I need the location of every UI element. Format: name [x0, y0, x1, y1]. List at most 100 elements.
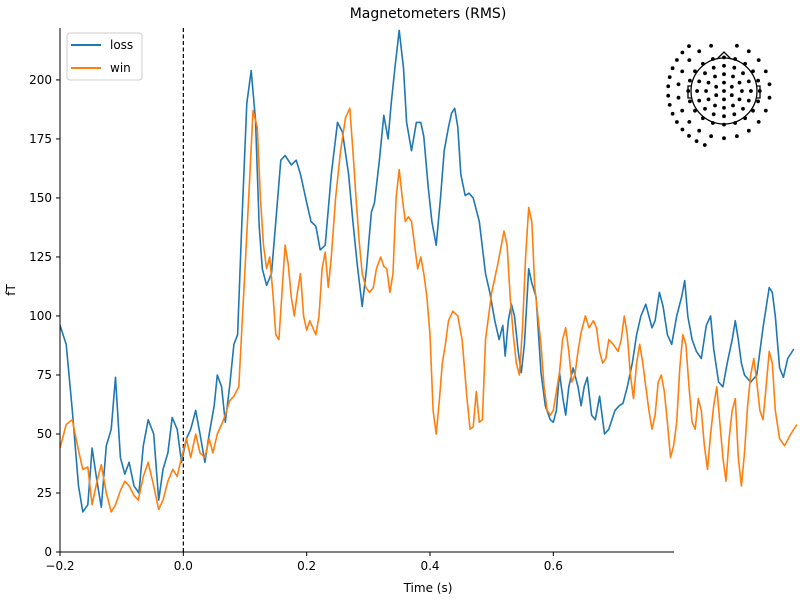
- sensor-dot: [670, 111, 675, 116]
- sensor-dot: [697, 98, 702, 103]
- sensor-dot: [756, 78, 760, 83]
- sensor-dot: [737, 97, 742, 102]
- sensor-dot: [756, 120, 761, 124]
- sensor-dot: [722, 80, 726, 85]
- sensor-dot: [687, 44, 691, 48]
- sensor-dot: [676, 82, 681, 87]
- sensor-dot: [697, 79, 702, 84]
- sensor-dot: [735, 43, 739, 48]
- sensor-dot: [667, 103, 672, 107]
- y-tick-label: 50: [37, 427, 52, 441]
- sensor-dot: [722, 114, 726, 119]
- sensor-dot: [714, 93, 719, 98]
- sensor-dot: [735, 134, 739, 139]
- sensor-dot: [711, 65, 716, 70]
- sensor-dots: [666, 43, 772, 147]
- sensor-dot: [676, 95, 681, 100]
- x-tick-label: −0.2: [45, 559, 74, 573]
- sensor-dot: [732, 65, 737, 70]
- sensor-dot: [688, 99, 692, 104]
- sensor-dot: [746, 49, 751, 54]
- sensor-dot: [722, 105, 726, 110]
- y-tick-label: 200: [29, 73, 52, 87]
- sensor-dot: [694, 139, 699, 144]
- sensor-dot: [757, 89, 762, 93]
- y-tick-label: 75: [37, 368, 52, 382]
- legend-label-loss: loss: [110, 38, 133, 52]
- sensor-dot: [741, 71, 745, 76]
- sensor-dot: [743, 61, 747, 66]
- sensor-dot: [675, 120, 679, 124]
- sensor-dot: [722, 97, 726, 102]
- sensor-dot: [693, 108, 697, 113]
- sensor-dot: [749, 89, 753, 93]
- sensor-dot: [713, 103, 717, 108]
- sensor-dot: [693, 69, 697, 74]
- sensor-dot: [680, 50, 685, 55]
- sensor-dot: [711, 57, 715, 61]
- sensor-dot: [731, 74, 735, 79]
- sensor-dot: [680, 108, 685, 113]
- y-tick-label: 125: [29, 250, 52, 264]
- head-nose: [716, 51, 732, 60]
- sensor-dot: [713, 74, 717, 79]
- y-tick-label: 0: [44, 545, 52, 559]
- legend-label-win: win: [110, 61, 131, 75]
- sensor-dot: [697, 128, 702, 133]
- sensor-dot: [697, 49, 702, 54]
- sensor-dot: [686, 89, 691, 93]
- series-line-win: [60, 107, 798, 513]
- sensor-dot: [666, 84, 671, 89]
- x-axis-ticks: −0.2 0.0 0.2 0.4 0.6: [45, 552, 563, 573]
- x-tick-label: 0.2: [297, 559, 316, 573]
- sensor-dot: [714, 84, 719, 89]
- sensor-dot: [767, 95, 772, 100]
- sensor-dot: [722, 136, 726, 141]
- sensor-dot: [756, 58, 761, 62]
- sensor-dot: [729, 84, 734, 89]
- sensor-dot: [722, 55, 726, 60]
- x-axis-label: Time (s): [403, 581, 453, 595]
- sensor-dot: [733, 57, 737, 61]
- sensor-dot: [703, 71, 707, 76]
- sensor-dot: [763, 69, 768, 74]
- sensor-dot: [743, 116, 747, 121]
- sensor-dot: [741, 106, 745, 111]
- sensor-dot: [733, 121, 737, 125]
- sensor-dot: [746, 98, 751, 103]
- y-tick-label: 100: [29, 309, 52, 323]
- x-tick-label: 0.0: [174, 559, 193, 573]
- sensor-dot: [751, 108, 755, 113]
- sensor-dot: [722, 63, 726, 68]
- y-tick-label: 25: [37, 486, 52, 500]
- sensor-dot: [704, 89, 708, 93]
- sensor-dot: [732, 112, 737, 117]
- sensor-dot: [709, 134, 713, 139]
- sensor-dot: [722, 72, 726, 77]
- sensor-dot: [711, 121, 715, 125]
- sensor-dot: [701, 116, 705, 121]
- sensor-dot: [675, 58, 679, 62]
- y-axis-label: fT: [4, 284, 18, 296]
- sensor-dot: [767, 82, 772, 87]
- sensor-layout-inset: [666, 43, 772, 147]
- x-tick-label: 0.6: [544, 559, 563, 573]
- y-tick-label: 175: [29, 132, 52, 146]
- sensor-dot: [703, 106, 707, 111]
- sensor-dot: [687, 58, 692, 62]
- sensor-dot: [688, 78, 692, 83]
- sensor-dot: [751, 69, 755, 74]
- y-tick-label: 150: [29, 191, 52, 205]
- sensor-dot: [667, 75, 672, 79]
- series-line-loss: [60, 29, 795, 513]
- plot-area: [60, 28, 798, 552]
- sensor-dot: [701, 61, 705, 66]
- sensor-dot: [706, 97, 711, 102]
- y-axis-ticks: 0 25 50 75 100 125 150 175 200: [29, 73, 60, 559]
- sensor-dot: [670, 66, 675, 71]
- sensor-dot: [756, 99, 760, 104]
- sensor-dot: [706, 80, 711, 85]
- sensor-dot: [731, 103, 735, 108]
- sensor-dot: [711, 112, 716, 117]
